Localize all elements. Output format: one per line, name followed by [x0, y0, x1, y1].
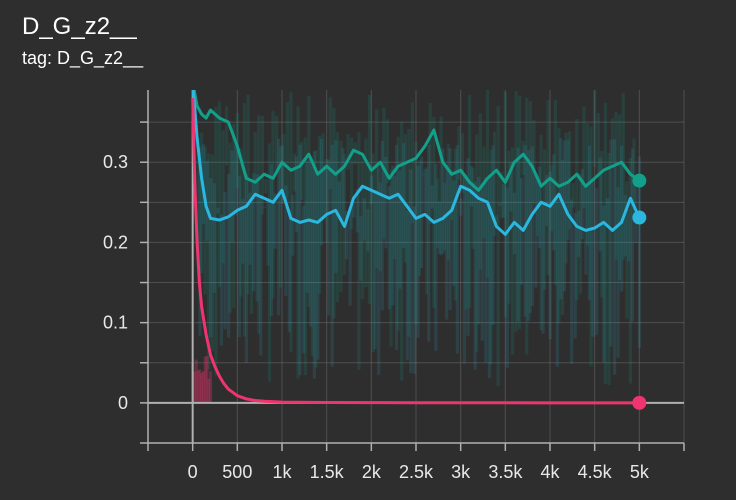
x-tick-label: 3.5k	[488, 462, 523, 482]
raw-noise-band	[191, 90, 642, 403]
series-line-pink	[191, 97, 640, 405]
chart-tag: tag: D_G_z2__	[22, 46, 143, 70]
x-tick-label: 1.5k	[310, 462, 345, 482]
y-tick-label: 0.1	[103, 313, 128, 333]
x-tick-label: 4.5k	[578, 462, 613, 482]
x-tick-label: 0	[188, 462, 198, 482]
series-line-teal-end-point	[632, 173, 647, 188]
grid	[147, 90, 685, 444]
tick-labels: 0 500 1k 1.5k 2k 2.5k 3k 3.5k 4k 4.5k 5k 0 0.1 0.2 0.3	[103, 152, 650, 482]
y-tick-label: 0.3	[103, 152, 128, 172]
x-tick-label: 4k	[540, 462, 560, 482]
series-lines	[191, 90, 647, 410]
tag-value: D_G_z2__	[57, 48, 144, 68]
series-line-cyan-end-point	[632, 210, 647, 225]
chart-title: D_G_z2__	[22, 13, 137, 40]
x-tick-label: 2k	[362, 462, 382, 482]
y-tick-label: 0	[118, 393, 128, 413]
tag-prefix: tag:	[22, 48, 53, 68]
x-tick-label: 2.5k	[399, 462, 434, 482]
y-tick-label: 0.2	[103, 232, 128, 252]
series-line-cyan	[191, 90, 641, 236]
x-tick-label: 1k	[272, 462, 292, 482]
series-line-pink-end-point	[632, 395, 647, 410]
x-tick-label: 5k	[630, 462, 650, 482]
series-line-teal	[192, 90, 641, 192]
x-tick-label: 500	[222, 462, 252, 482]
x-tick-label: 3k	[451, 462, 471, 482]
